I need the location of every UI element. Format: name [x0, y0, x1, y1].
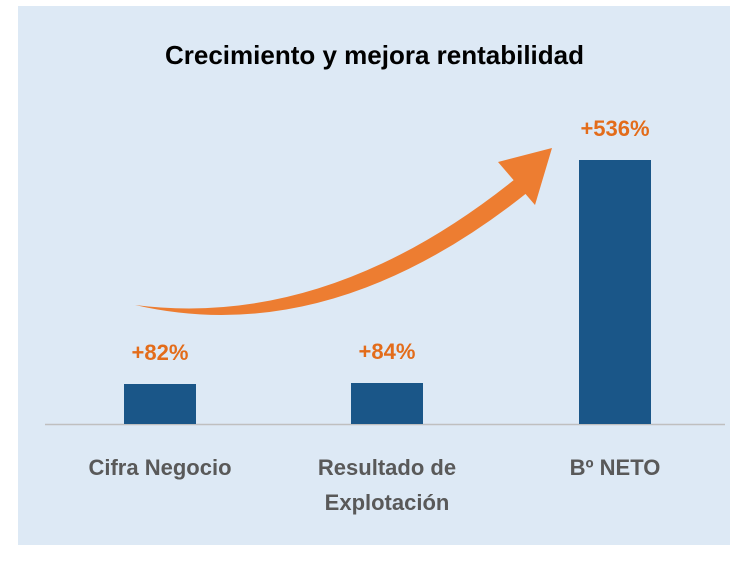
bar — [579, 160, 651, 424]
bar — [351, 382, 423, 424]
chart-title: Crecimiento y mejora rentabilidad — [164, 40, 584, 70]
value-label: +84% — [358, 338, 416, 364]
value-label: +536% — [580, 116, 650, 141]
bar — [124, 383, 196, 424]
arrow-head — [498, 148, 552, 205]
x-tick-label: Resultado de Explotación — [317, 455, 457, 515]
x-tick-label: Bº NETO — [569, 455, 661, 480]
arrow-body — [135, 175, 528, 315]
value-label: +82% — [131, 339, 189, 365]
x-tick-label: Cifra Negocio — [88, 455, 232, 480]
